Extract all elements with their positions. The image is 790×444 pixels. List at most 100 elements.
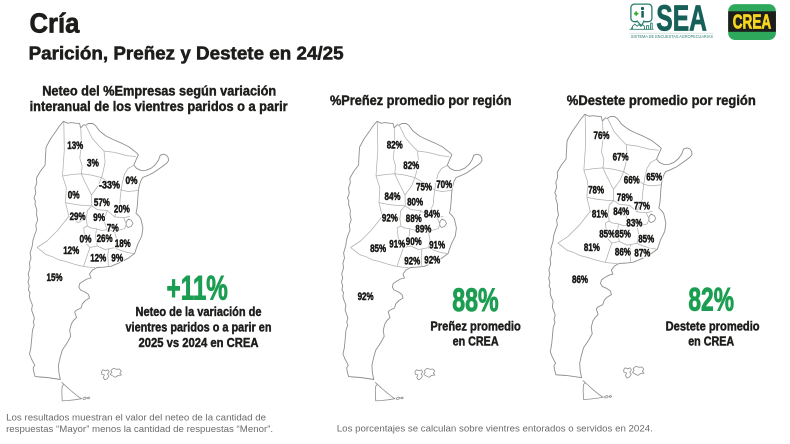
svg-text:15%: 15%	[47, 272, 63, 284]
svg-text:86%: 86%	[572, 274, 588, 286]
svg-text:92%: 92%	[382, 213, 398, 225]
svg-text:20%: 20%	[114, 204, 130, 216]
svg-text:SISTEMA DE ENCUESTAS AGROPECUA: SISTEMA DE ENCUESTAS AGROPECUARIAS	[631, 34, 713, 39]
svg-text:18%: 18%	[115, 238, 131, 250]
svg-text:SEA: SEA	[656, 0, 707, 39]
svg-text:82%: 82%	[403, 160, 419, 172]
svg-text:90%: 90%	[406, 236, 422, 248]
svg-text:85%: 85%	[599, 229, 615, 241]
svg-text:81%: 81%	[584, 242, 600, 254]
svg-text:66%: 66%	[624, 174, 640, 186]
svg-text:91%: 91%	[389, 239, 405, 251]
svg-text:81%: 81%	[592, 208, 608, 220]
svg-text:65%: 65%	[646, 171, 662, 183]
svg-text:89%: 89%	[415, 223, 431, 235]
svg-text:81%: 81%	[592, 208, 608, 220]
svg-text:75%: 75%	[416, 181, 432, 193]
svg-text:en CREA: en CREA	[453, 334, 500, 349]
svg-text:85%: 85%	[599, 229, 615, 241]
svg-text:29%: 29%	[70, 211, 86, 223]
svg-text:7%: 7%	[107, 223, 119, 235]
svg-text:respuestas “Mayor” menos la ca: respuestas “Mayor” menos la cantidad de …	[6, 424, 273, 434]
svg-text:Cría: Cría	[30, 8, 80, 39]
svg-text:0%: 0%	[80, 234, 92, 246]
svg-text:%Destete promedio por región: %Destete promedio por región	[567, 93, 756, 109]
svg-text:29%: 29%	[70, 211, 86, 223]
svg-text:84%: 84%	[424, 208, 440, 220]
svg-text:87%: 87%	[634, 248, 650, 260]
svg-text:92%: 92%	[358, 291, 374, 303]
svg-text:87%: 87%	[634, 248, 650, 260]
svg-text:Neteo del %Empresas según vari: Neteo del %Empresas según variación	[42, 83, 276, 99]
svg-text:9%: 9%	[111, 253, 123, 265]
svg-text:92%: 92%	[382, 213, 398, 225]
svg-text:86%: 86%	[572, 274, 588, 286]
svg-text:80%: 80%	[407, 197, 423, 209]
svg-text:81%: 81%	[584, 242, 600, 254]
svg-text:85%: 85%	[638, 233, 654, 245]
svg-text:9%: 9%	[93, 212, 105, 224]
svg-text:82%: 82%	[688, 282, 734, 318]
svg-text:12%: 12%	[90, 253, 106, 265]
svg-text:57%: 57%	[94, 197, 110, 209]
svg-text:CREA: CREA	[733, 11, 772, 34]
svg-text:78%: 78%	[617, 192, 633, 204]
svg-text:88%: 88%	[406, 213, 422, 225]
svg-text:18%: 18%	[115, 238, 131, 250]
svg-text:82%: 82%	[387, 140, 403, 152]
svg-text:3%: 3%	[87, 157, 99, 169]
svg-text:26%: 26%	[97, 233, 113, 245]
svg-text:12%: 12%	[63, 245, 79, 257]
svg-text:12%: 12%	[63, 245, 79, 257]
svg-text:78%: 78%	[588, 185, 604, 197]
svg-text:83%: 83%	[626, 218, 642, 230]
svg-text:0%: 0%	[68, 190, 80, 202]
svg-text:85%: 85%	[638, 233, 654, 245]
svg-text:-33%: -33%	[99, 180, 120, 192]
svg-text:Los resultados muestran el val: Los resultados muestran el valor del net…	[6, 412, 266, 422]
svg-text:82%: 82%	[387, 140, 403, 152]
svg-text:7%: 7%	[107, 223, 119, 235]
svg-text:57%: 57%	[94, 197, 110, 209]
svg-text:91%: 91%	[429, 240, 445, 252]
svg-text:13%: 13%	[67, 140, 83, 152]
svg-text:77%: 77%	[634, 200, 650, 212]
svg-text:76%: 76%	[594, 130, 610, 142]
svg-text:83%: 83%	[626, 218, 642, 230]
svg-text:91%: 91%	[429, 240, 445, 252]
svg-text:85%: 85%	[370, 243, 386, 255]
svg-text:Los porcentajes se calculan so: Los porcentajes se calculan sobre vientr…	[337, 423, 653, 433]
svg-text:76%: 76%	[594, 130, 610, 142]
svg-text:Parición, Preñez y Destete en: Parición, Preñez y Destete en 24/25	[29, 43, 344, 64]
svg-text:78%: 78%	[588, 185, 604, 197]
svg-text:-33%: -33%	[99, 180, 120, 192]
svg-text:92%: 92%	[404, 256, 420, 268]
svg-text:82%: 82%	[403, 160, 419, 172]
svg-text:84%: 84%	[385, 191, 401, 203]
svg-text:2025 vs 2024 en CREA: 2025 vs 2024 en CREA	[139, 335, 260, 350]
svg-text:15%: 15%	[47, 272, 63, 284]
svg-text:70%: 70%	[436, 179, 452, 191]
svg-text:90%: 90%	[406, 236, 422, 248]
svg-text:86%: 86%	[615, 247, 631, 259]
svg-text:92%: 92%	[404, 256, 420, 268]
svg-text:70%: 70%	[436, 179, 452, 191]
svg-text:88%: 88%	[406, 213, 422, 225]
svg-text:en CREA: en CREA	[688, 334, 735, 349]
svg-text:92%: 92%	[424, 255, 440, 267]
svg-text:Preñez promedio: Preñez promedio	[430, 318, 521, 333]
svg-text:92%: 92%	[358, 291, 374, 303]
svg-text:13%: 13%	[67, 140, 83, 152]
svg-text:91%: 91%	[389, 239, 405, 251]
svg-text:9%: 9%	[93, 212, 105, 224]
svg-text:3%: 3%	[87, 157, 99, 169]
svg-text:0%: 0%	[80, 234, 92, 246]
svg-text:Neteo de la variación de: Neteo de la variación de	[136, 304, 262, 319]
svg-text:67%: 67%	[613, 151, 629, 163]
svg-text:78%: 78%	[617, 192, 633, 204]
svg-text:interanual de los vientres par: interanual de los vientres paridos o a p…	[30, 99, 288, 115]
svg-text:84%: 84%	[613, 206, 629, 218]
svg-text:65%: 65%	[646, 171, 662, 183]
svg-text:80%: 80%	[407, 197, 423, 209]
svg-text:85%: 85%	[370, 243, 386, 255]
